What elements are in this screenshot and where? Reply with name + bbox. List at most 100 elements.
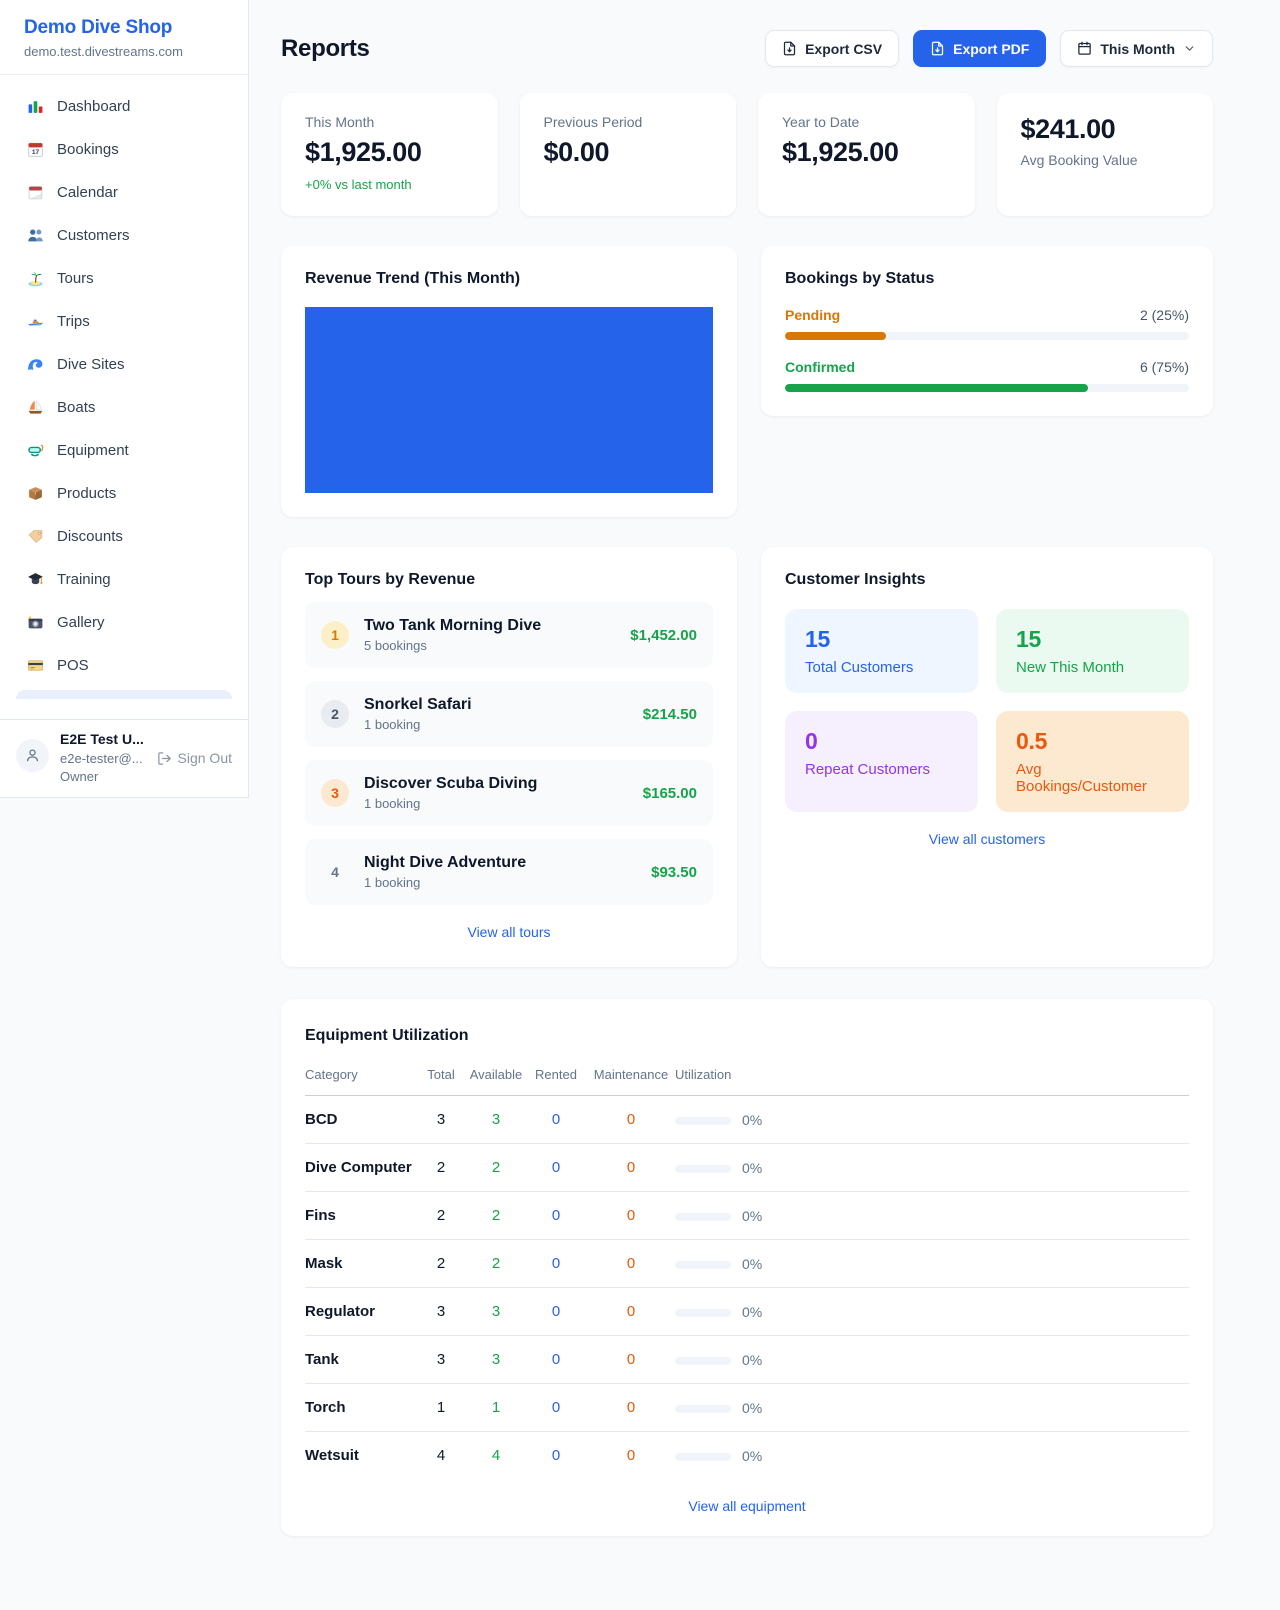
stat-label: This Month xyxy=(305,114,375,130)
equipment-icon xyxy=(26,441,44,459)
utilization-value: 0% xyxy=(742,1207,763,1224)
rank-badge: 3 xyxy=(321,779,349,807)
top-tours-title: Top Tours by Revenue xyxy=(305,571,476,588)
period-dropdown[interactable]: This Month xyxy=(1060,30,1213,67)
cell-category: Torch xyxy=(305,1383,415,1432)
utilization-value: 0% xyxy=(742,1303,763,1320)
pos-icon xyxy=(26,656,44,674)
cell-category: BCD xyxy=(305,1095,415,1144)
table-row: Mask 2 2 0 0 0% xyxy=(305,1239,1189,1288)
boats-icon xyxy=(26,398,44,416)
cell-maintenance: 0 xyxy=(626,1447,636,1464)
training-icon xyxy=(26,570,44,588)
utilization-value: 0% xyxy=(742,1111,763,1128)
user-role: Owner xyxy=(60,769,99,784)
insight-value: 15 xyxy=(805,626,830,652)
sidebar-item-dive-sites[interactable]: Dive Sites xyxy=(16,346,232,382)
sidebar-item-label: Gallery xyxy=(57,613,105,631)
insight-tile-new-this-month: 15 New This Month xyxy=(996,609,1189,693)
sidebar-item-pos[interactable]: POS xyxy=(16,647,232,683)
tour-amount: $214.50 xyxy=(642,705,697,723)
insight-tile-avg-bookings: 0.5 Avg Bookings/Customer xyxy=(996,711,1189,812)
sidebar-item-trips[interactable]: Trips xyxy=(16,303,232,339)
stat-label: Avg Booking Value xyxy=(1020,152,1138,168)
progress-track xyxy=(785,332,1189,340)
file-download-icon xyxy=(931,41,944,56)
tour-amount: $1,452.00 xyxy=(630,626,697,644)
bookings-status-title: Bookings by Status xyxy=(785,270,935,287)
insight-label: Total Customers xyxy=(805,659,914,676)
sidebar-item-dashboard[interactable]: Dashboard xyxy=(16,88,232,124)
stat-card-year-to-date: Year to Date $1,925.00 xyxy=(758,93,975,216)
revenue-trend-title: Revenue Trend (This Month) xyxy=(305,270,521,287)
stats-row: This Month $1,925.00 +0% vs last month P… xyxy=(281,93,1213,216)
stat-value: $241.00 xyxy=(1020,114,1116,144)
stat-card-previous-period: Previous Period $0.00 xyxy=(519,93,736,216)
sidebar-item-discounts[interactable]: Discounts xyxy=(16,518,232,554)
utilization-bar xyxy=(675,1260,731,1269)
sidebar-item-customers[interactable]: Customers xyxy=(16,217,232,253)
tour-bookings: 1 booking xyxy=(364,796,421,811)
sidebar-item-label: Dashboard xyxy=(57,97,131,115)
insight-label: Repeat Customers xyxy=(805,761,931,778)
view-all-tours-link[interactable]: View all tours xyxy=(467,924,551,940)
utilization-value: 0% xyxy=(742,1159,763,1176)
sidebar-item-bookings[interactable]: 17 Bookings xyxy=(16,131,232,167)
insight-tile-total-customers: 15 Total Customers xyxy=(785,609,978,693)
cell-available: 2 xyxy=(467,1191,525,1240)
brand-name: Demo Dive Shop xyxy=(24,17,173,38)
cell-category: Regulator xyxy=(305,1287,415,1336)
cell-category: Fins xyxy=(305,1191,415,1240)
utilization-bar xyxy=(675,1356,731,1365)
insight-value: 15 xyxy=(1016,626,1041,652)
cell-utilization: 0% xyxy=(675,1383,1189,1432)
cell-maintenance: 0 xyxy=(587,1335,675,1384)
utilization-value: 0% xyxy=(742,1351,763,1368)
export-csv-button[interactable]: Export CSV xyxy=(765,30,900,67)
cell-utilization: 0% xyxy=(675,1191,1189,1240)
stat-value: $0.00 xyxy=(543,137,610,167)
sidebar-item-gallery[interactable]: Gallery xyxy=(16,604,232,640)
cell-rented: 0 xyxy=(525,1287,587,1336)
cell-available: 1 xyxy=(467,1383,525,1432)
export-pdf-button[interactable]: Export PDF xyxy=(913,30,1047,67)
column-header-category: Category xyxy=(305,1059,415,1096)
status-label-confirmed: Confirmed xyxy=(785,359,855,375)
rank-badge: 1 xyxy=(321,621,349,649)
sign-out-button[interactable]: Sign Out xyxy=(157,750,232,766)
cell-rented: 0 xyxy=(525,1143,587,1192)
sidebar-item-label: Boats xyxy=(57,398,96,416)
calendar-outline-icon xyxy=(1078,41,1092,55)
sidebar-item-calendar[interactable]: Calendar xyxy=(16,174,232,210)
utilization-value: 0% xyxy=(742,1255,763,1272)
sidebar-item-tours[interactable]: Tours xyxy=(16,260,232,296)
sidebar-item-active-partial[interactable] xyxy=(16,690,232,699)
cell-total: 2 xyxy=(415,1239,467,1288)
column-header-maintenance: Maintenance xyxy=(587,1059,675,1096)
sidebar-item-products[interactable]: Products xyxy=(16,475,232,511)
sidebar-item-label: Bookings xyxy=(57,140,119,158)
view-all-equipment-link[interactable]: View all equipment xyxy=(688,1498,806,1514)
sidebar-item-boats[interactable]: Boats xyxy=(16,389,232,425)
sidebar-item-equipment[interactable]: Equipment xyxy=(16,432,232,468)
gallery-icon xyxy=(26,613,44,631)
discounts-icon xyxy=(26,527,44,545)
table-row: Fins 2 2 0 0 0% xyxy=(305,1191,1189,1240)
cell-total: 3 xyxy=(415,1095,467,1144)
table-row: Regulator 3 3 0 0 0% xyxy=(305,1287,1189,1336)
cell-category: Wetsuit xyxy=(305,1447,359,1464)
cell-rented: 0 xyxy=(525,1335,587,1384)
bookings-icon: 17 xyxy=(26,140,44,158)
sidebar-item-training[interactable]: Training xyxy=(16,561,232,597)
view-all-customers-link[interactable]: View all customers xyxy=(928,831,1046,847)
tour-name: Discover Scuba Diving xyxy=(364,775,538,792)
column-header-rented: Rented xyxy=(525,1059,587,1096)
tour-amount: $93.50 xyxy=(651,863,697,881)
stat-value: $1,925.00 xyxy=(782,137,899,167)
sidebar-item-label: Tours xyxy=(57,269,94,287)
utilization-bar xyxy=(675,1308,731,1317)
tour-name: Two Tank Morning Dive xyxy=(364,617,542,634)
equipment-card: Equipment Utilization Category Total Ava… xyxy=(281,999,1213,1536)
cell-available: 3 xyxy=(467,1095,525,1144)
insight-label: Avg Bookings/Customer xyxy=(1016,761,1147,795)
